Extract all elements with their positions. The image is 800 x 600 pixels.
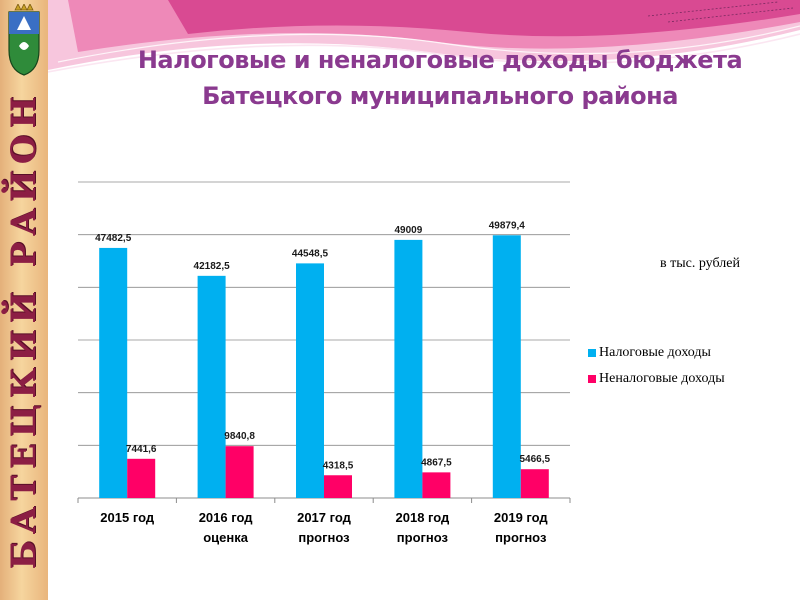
x-tick-label: 2016 год оценка bbox=[199, 510, 254, 545]
data-label: 42182,5 bbox=[194, 261, 231, 272]
coat-of-arms-icon bbox=[8, 4, 40, 76]
bar-tax-revenue bbox=[492, 235, 521, 499]
bar-non-tax-revenue bbox=[324, 475, 352, 498]
legend-label: Налоговые доходы bbox=[599, 345, 711, 360]
data-label: 4318,5 bbox=[323, 460, 354, 471]
data-label: 44548,5 bbox=[292, 248, 329, 259]
title-line-2: Батецкого муниципального района bbox=[202, 82, 678, 110]
data-label: 9840,8 bbox=[224, 431, 255, 442]
data-label: 4867,5 bbox=[421, 457, 452, 468]
legend-label: Неналоговые доходы bbox=[599, 371, 725, 386]
x-tick-label: 2019 год прогноз bbox=[494, 510, 549, 545]
data-label: 5466,5 bbox=[520, 454, 551, 465]
legend-item-non-tax: Неналоговые доходы bbox=[588, 366, 725, 392]
x-tick-label: 2015 год bbox=[100, 510, 155, 525]
legend-swatch bbox=[588, 349, 596, 357]
bar-non-tax-revenue bbox=[422, 472, 451, 498]
x-tick-label: 2018 год прогноз bbox=[396, 510, 451, 545]
legend-item-tax: Налоговые доходы bbox=[588, 340, 725, 366]
title-line-1: Налоговые и неналоговые доходы бюджета bbox=[137, 46, 743, 74]
bar-tax-revenue bbox=[394, 239, 423, 499]
bar-tax-revenue bbox=[296, 263, 324, 498]
data-label: 7441,6 bbox=[126, 444, 157, 455]
unit-label: в тыс. рублей bbox=[660, 256, 740, 271]
side-band: БАТЕЦКИЙ РАЙОН bbox=[0, 0, 48, 600]
x-tick-label: 2017 год прогноз bbox=[297, 510, 352, 545]
data-label: 49009 bbox=[394, 225, 422, 236]
bar-tax-revenue bbox=[99, 247, 128, 498]
bar-non-tax-revenue bbox=[520, 469, 549, 498]
decorative-waves bbox=[48, 0, 800, 73]
data-label: 47482,5 bbox=[95, 233, 132, 244]
bar-non-tax-revenue bbox=[225, 446, 254, 498]
page-title: Налоговые и неналоговые доходы бюджета Б… bbox=[60, 42, 800, 114]
bar-tax-revenue bbox=[197, 275, 226, 498]
legend-swatch bbox=[588, 375, 596, 383]
chart-legend: Налоговые доходы Неналоговые доходы bbox=[588, 340, 725, 392]
bar-non-tax-revenue bbox=[127, 458, 156, 498]
data-label: 49879,4 bbox=[489, 220, 526, 231]
